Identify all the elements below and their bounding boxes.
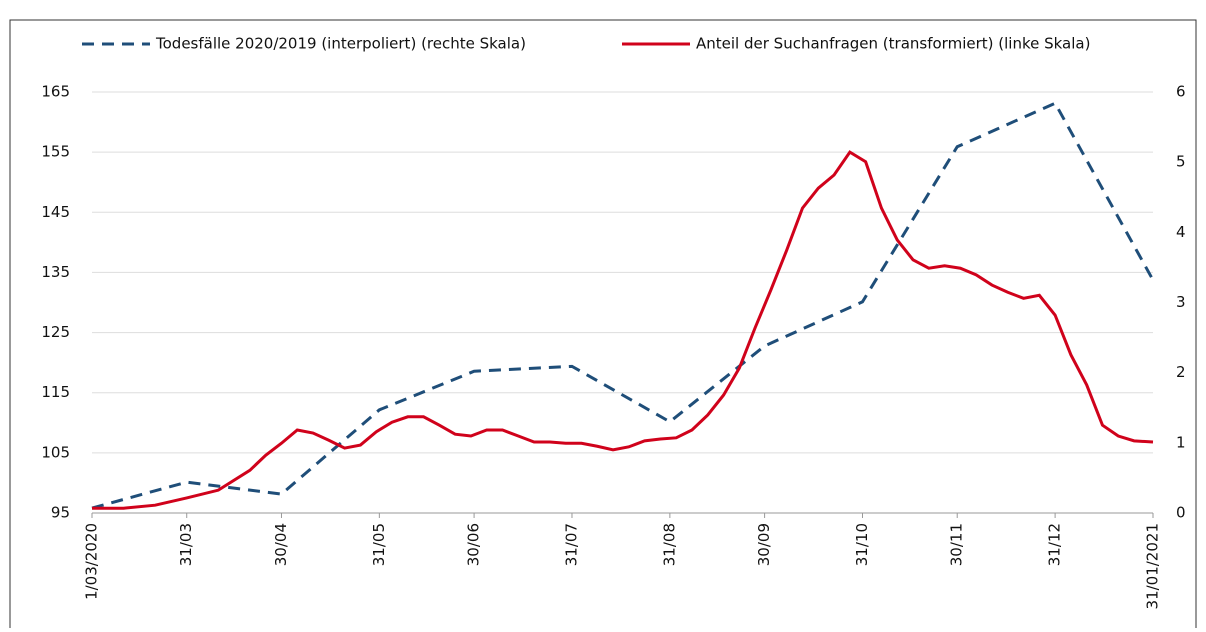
x-tick-label: 31/12 (1046, 523, 1064, 566)
x-tick-label: 31/10 (853, 523, 871, 566)
y-tick-label: 95 (51, 504, 70, 522)
x-tick-label: 31/08 (660, 523, 678, 566)
x-tick-label: 31/03 (177, 523, 195, 566)
y-tick-label: 115 (41, 383, 70, 401)
frame (9, 19, 1197, 632)
y2-tick-label: 1 (1176, 433, 1186, 451)
y2-tick-label: 6 (1176, 83, 1186, 101)
x-tick-label: 30/09 (755, 523, 773, 566)
y2-tick-label: 5 (1176, 153, 1186, 171)
y-tick-label: 105 (41, 443, 70, 461)
y2-tick-label: 2 (1176, 363, 1186, 381)
y2-tick-label: 3 (1176, 293, 1186, 311)
y-tick-label: 145 (41, 203, 70, 221)
legend-label: Todesfälle 2020/2019 (interpoliert) (rec… (155, 35, 526, 53)
y-tick-label: 155 (41, 143, 70, 161)
x-tick-label: 31/01/2021 (1144, 523, 1162, 609)
legend-label: Anteil der Suchanfragen (transformiert) … (696, 35, 1090, 53)
y-tick-label: 135 (41, 263, 70, 281)
x-tick-label: 31/07 (562, 523, 580, 566)
line (92, 150, 1154, 510)
x-tick-label: 31/05 (370, 523, 388, 566)
line (91, 101, 1155, 510)
x-tick-label: 30/06 (465, 523, 483, 566)
y-tick-label: 165 (41, 83, 70, 101)
y-tick-label: 125 (41, 323, 70, 341)
y2-tick-label: 0 (1176, 504, 1186, 522)
x-tick-label: 30/11 (948, 523, 966, 566)
x-tick-label: 1/03/2020 (83, 523, 101, 600)
x-tick-label: 30/04 (272, 523, 290, 566)
y2-tick-label: 4 (1176, 223, 1186, 241)
